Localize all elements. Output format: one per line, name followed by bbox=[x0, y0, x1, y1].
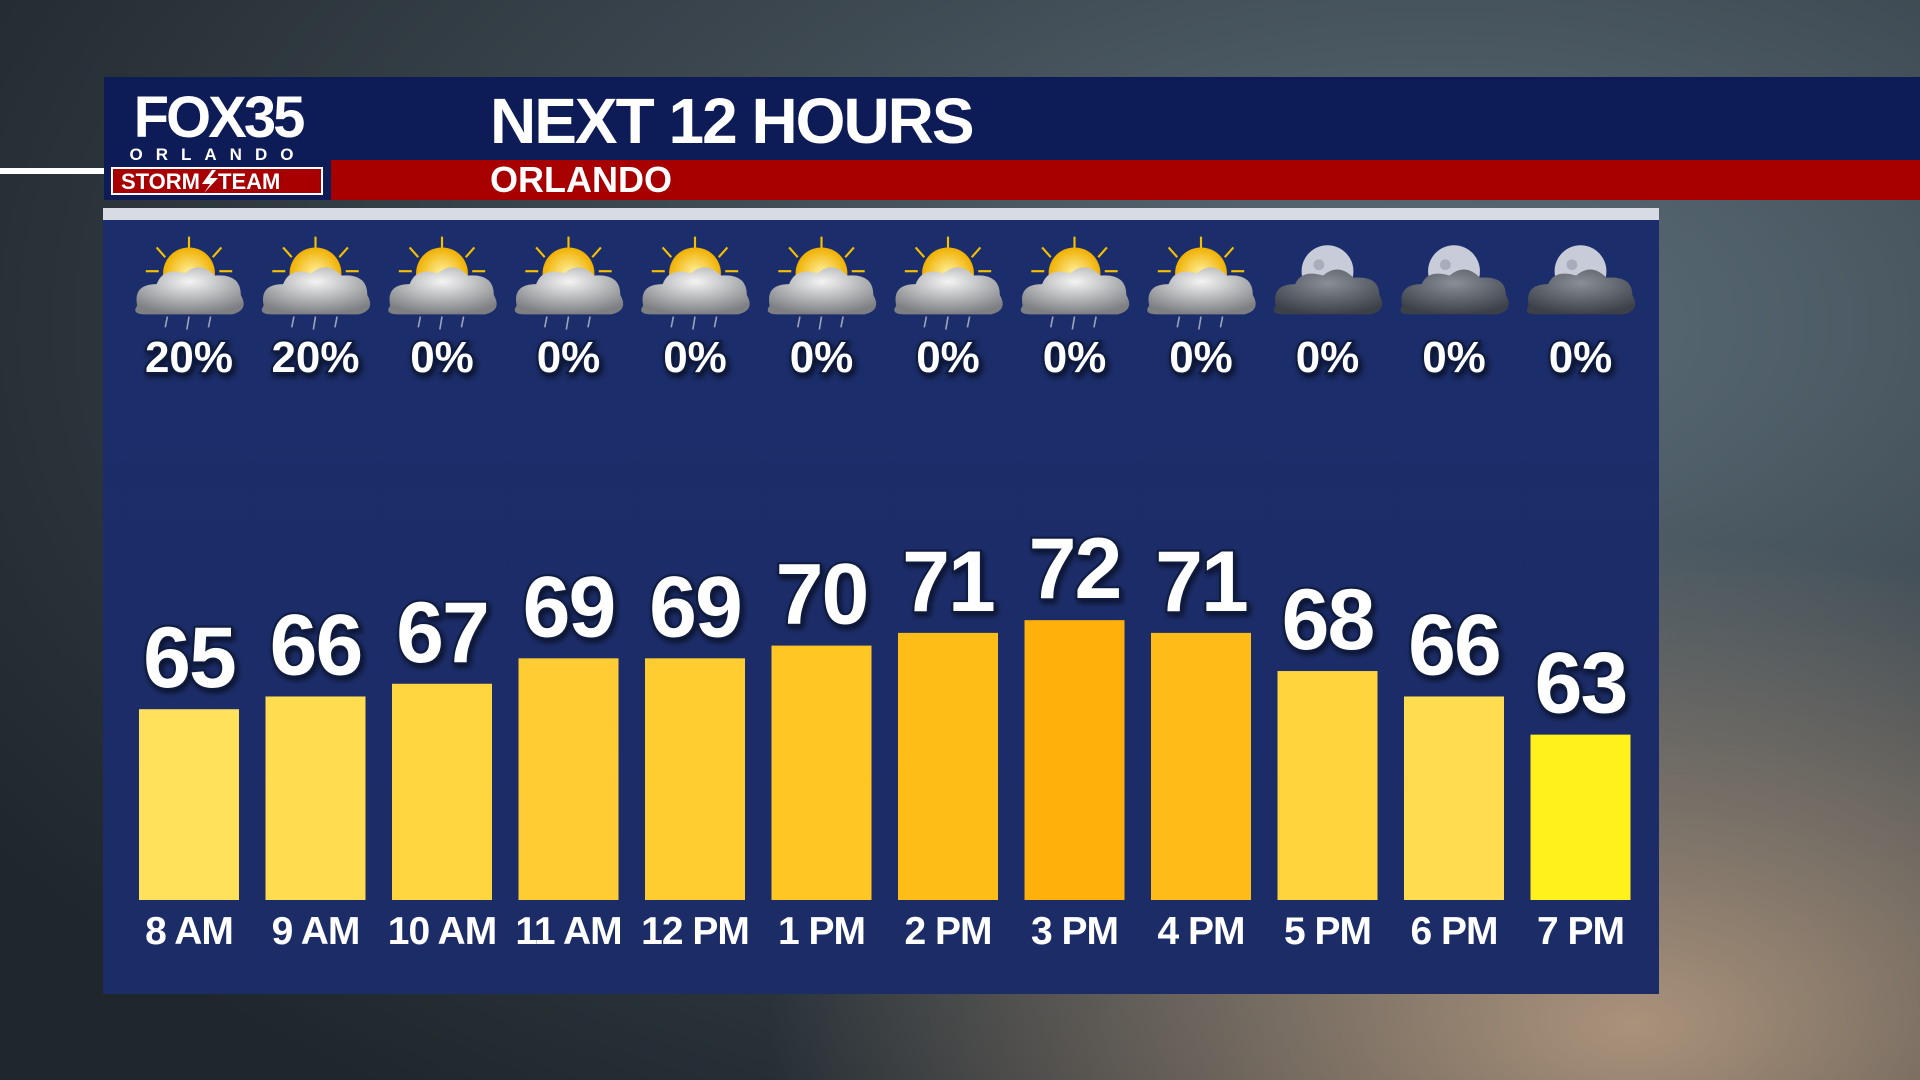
precipitation-label: 0% bbox=[410, 333, 474, 382]
x-tick-label: 5 PM bbox=[1284, 910, 1371, 953]
logo-bolt bbox=[202, 170, 218, 193]
x-tick-label: 7 PM bbox=[1537, 910, 1624, 953]
bar-value-label: 69 bbox=[649, 559, 741, 655]
bar-value-label: 66 bbox=[270, 597, 362, 693]
header-bar bbox=[104, 77, 1920, 160]
x-tick-label: 3 PM bbox=[1031, 910, 1118, 953]
panel-top-strip bbox=[103, 208, 1659, 220]
precipitation-label: 0% bbox=[1043, 333, 1107, 382]
bar-value-label: 71 bbox=[902, 534, 994, 630]
accent-line bbox=[0, 168, 104, 174]
precipitation-label: 0% bbox=[1296, 333, 1360, 382]
bar bbox=[392, 683, 492, 900]
bar-value-label: 69 bbox=[523, 559, 615, 655]
x-tick-label: 2 PM bbox=[904, 910, 991, 953]
bar bbox=[265, 696, 366, 900]
bar-value-label: 67 bbox=[396, 585, 488, 681]
bar-value-label: 72 bbox=[1029, 521, 1121, 617]
bar-value-label: 65 bbox=[143, 610, 235, 706]
bar bbox=[1024, 620, 1125, 900]
x-tick-label: 10 AM bbox=[388, 910, 496, 953]
precipitation-label: 0% bbox=[790, 333, 854, 382]
bar-value-label: 70 bbox=[776, 547, 868, 643]
precipitation-label: 20% bbox=[145, 333, 233, 382]
logo-team-left: STORM bbox=[121, 169, 200, 194]
bar-value-label: 66 bbox=[1408, 597, 1500, 693]
bar bbox=[518, 658, 619, 900]
bar bbox=[771, 645, 872, 900]
precipitation-label: 0% bbox=[663, 333, 727, 382]
bar bbox=[1151, 632, 1251, 900]
bar bbox=[1404, 696, 1504, 900]
precipitation-label: 0% bbox=[537, 333, 601, 382]
logo-brand: FOX35 bbox=[134, 85, 304, 150]
bar bbox=[139, 709, 239, 900]
bar bbox=[645, 658, 745, 900]
x-tick-label: 11 AM bbox=[515, 910, 621, 953]
bar bbox=[898, 632, 998, 900]
x-tick-label: 12 PM bbox=[641, 910, 749, 953]
precipitation-label: 20% bbox=[271, 333, 359, 382]
precipitation-label: 0% bbox=[1549, 333, 1613, 382]
x-tick-label: 6 PM bbox=[1410, 910, 1497, 953]
logo-city: ORLANDO bbox=[130, 145, 307, 164]
precipitation-label: 0% bbox=[1422, 333, 1486, 382]
bar-value-label: 63 bbox=[1535, 636, 1627, 732]
bar-value-label: 71 bbox=[1155, 534, 1247, 630]
precipitation-label: 0% bbox=[1169, 333, 1233, 382]
precipitation-label: 0% bbox=[916, 333, 980, 382]
bar bbox=[1530, 734, 1631, 900]
plot: 65 8 AM 20% 66 9 AM 20% 67 10 AM 0% 69 11 AM 0% 69 12… bbox=[139, 331, 1631, 953]
chart-subtitle: ORLANDO bbox=[490, 159, 672, 200]
subheader-bar bbox=[331, 160, 1920, 200]
logo-team-right: TEAM bbox=[218, 169, 280, 194]
x-tick-label: 4 PM bbox=[1157, 910, 1244, 953]
bar bbox=[1277, 671, 1378, 900]
x-tick-label: 1 PM bbox=[778, 910, 865, 953]
bar-value-label: 68 bbox=[1282, 572, 1374, 668]
x-tick-label: 9 AM bbox=[272, 910, 360, 953]
chart-title: NEXT 12 HOURS bbox=[490, 85, 973, 157]
x-tick-label: 8 AM bbox=[145, 910, 233, 953]
logo-team-box bbox=[111, 167, 323, 195]
